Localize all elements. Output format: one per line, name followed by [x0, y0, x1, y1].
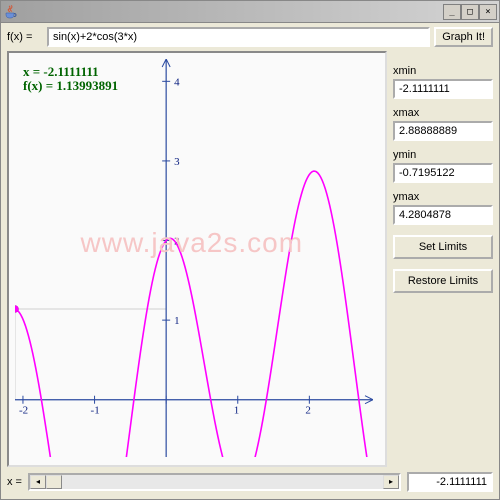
- close-button[interactable]: ×: [479, 4, 497, 20]
- set-limits-button[interactable]: Set Limits: [393, 235, 493, 259]
- titlebar[interactable]: _ □ ×: [1, 1, 499, 23]
- ymax-input[interactable]: [393, 205, 493, 225]
- scroll-thumb[interactable]: [46, 475, 62, 489]
- ymax-label: ymax: [393, 191, 493, 203]
- limits-panel: xmin xmax ymin ymax Set Limits Restore L…: [393, 51, 493, 467]
- fx-input[interactable]: [47, 27, 430, 47]
- function-plot: -2-1121234: [15, 59, 373, 457]
- svg-text:3: 3: [174, 156, 180, 168]
- svg-text:2: 2: [305, 405, 311, 417]
- x-label: x =: [7, 476, 22, 488]
- svg-text:-1: -1: [91, 405, 100, 417]
- x-output: -2.1111111: [407, 472, 493, 492]
- scroll-left-button[interactable]: ◂: [30, 475, 46, 489]
- ymin-label: ymin: [393, 149, 493, 161]
- maximize-button[interactable]: □: [461, 4, 479, 20]
- graph-it-button[interactable]: Graph It!: [434, 27, 493, 47]
- minimize-button[interactable]: _: [443, 4, 461, 20]
- xmax-input[interactable]: [393, 121, 493, 141]
- fx-label: f(x) =: [7, 31, 43, 43]
- readout-fx: f(x) = 1.13993891: [23, 79, 118, 93]
- svg-text:-2: -2: [19, 405, 28, 417]
- java-cup-icon: [3, 4, 19, 20]
- xmin-label: xmin: [393, 65, 493, 77]
- formula-bar: f(x) = Graph It!: [1, 23, 499, 51]
- readout-x: x = -2.1111111: [23, 65, 118, 79]
- bottom-bar: x = ◂ ▸ -2.1111111: [1, 467, 499, 497]
- svg-text:1: 1: [234, 405, 240, 417]
- restore-limits-button[interactable]: Restore Limits: [393, 269, 493, 293]
- scroll-right-button[interactable]: ▸: [383, 475, 399, 489]
- svg-text:4: 4: [174, 76, 180, 88]
- ymin-input[interactable]: [393, 163, 493, 183]
- cursor-readout: x = -2.1111111 f(x) = 1.13993891: [23, 65, 118, 94]
- graph-area[interactable]: www.java2s.com -2-1121234 x = -2.1111111…: [7, 51, 387, 467]
- app-window: _ □ × f(x) = Graph It! www.java2s.com -2…: [0, 0, 500, 500]
- x-scrollbar[interactable]: ◂ ▸: [28, 473, 401, 491]
- xmin-input[interactable]: [393, 79, 493, 99]
- xmax-label: xmax: [393, 107, 493, 119]
- svg-text:1: 1: [174, 315, 180, 327]
